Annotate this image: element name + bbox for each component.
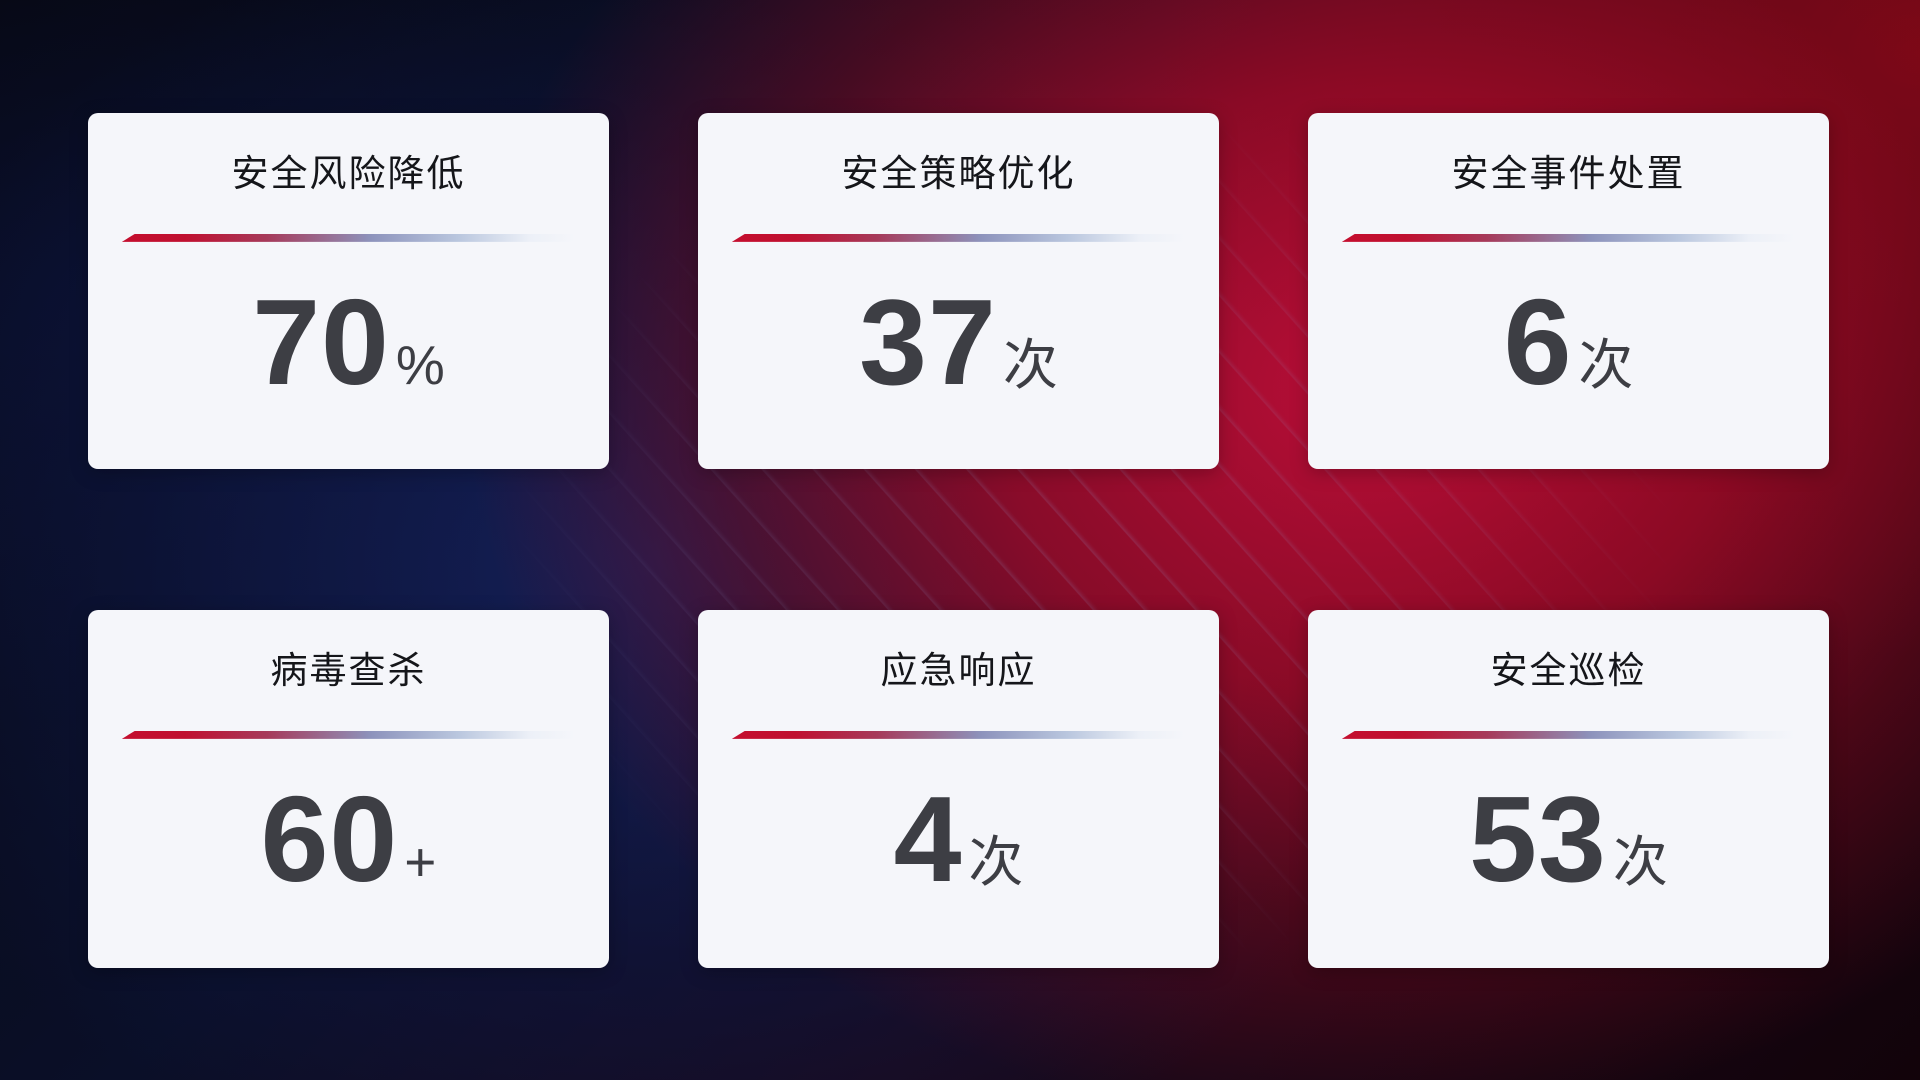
stat-card-policy-optimization: 安全策略优化 37 次 <box>698 113 1219 469</box>
stat-value-row: 6 次 <box>1504 266 1634 419</box>
stat-unit: 次 <box>1612 830 1668 893</box>
stat-title: 应急响应 <box>880 650 1037 691</box>
stat-unit: 次 <box>1002 333 1058 396</box>
stat-card-security-inspection: 安全巡检 53 次 <box>1308 610 1829 968</box>
stat-card-emergency-response: 应急响应 4 次 <box>698 610 1219 968</box>
stat-unit: 次 <box>968 830 1024 893</box>
stat-value: 6 <box>1503 273 1573 410</box>
stat-title: 安全策略优化 <box>841 153 1076 194</box>
gradient-underline <box>1341 233 1796 242</box>
stat-value: 4 <box>893 770 963 907</box>
gradient-underline <box>731 233 1186 242</box>
stat-title: 病毒查杀 <box>270 650 427 691</box>
stat-value-row: 37 次 <box>859 266 1058 419</box>
stat-value-row: 70 % <box>252 266 445 419</box>
stat-title: 安全巡检 <box>1490 650 1647 691</box>
stat-card-virus-scan: 病毒查杀 60 + <box>88 610 609 968</box>
stat-value: 53 <box>1469 770 1607 907</box>
stat-unit: + <box>404 830 437 893</box>
stat-unit: % <box>395 333 445 396</box>
stat-value: 37 <box>859 273 997 410</box>
gradient-underline <box>121 730 576 739</box>
stat-value-row: 60 + <box>261 763 437 916</box>
stat-value-row: 4 次 <box>894 763 1024 916</box>
gradient-underline <box>731 730 1186 739</box>
stat-title: 安全事件处置 <box>1451 153 1686 194</box>
stat-value: 70 <box>252 273 390 410</box>
stat-value: 60 <box>260 770 399 907</box>
gradient-underline <box>121 233 576 242</box>
stat-unit: 次 <box>1578 333 1634 396</box>
stat-title: 安全风险降低 <box>231 153 466 194</box>
gradient-underline <box>1341 730 1796 739</box>
stat-card-security-risk-reduction: 安全风险降低 70 % <box>88 113 609 469</box>
stat-value-row: 53 次 <box>1469 763 1668 916</box>
stat-card-incident-handling: 安全事件处置 6 次 <box>1308 113 1829 469</box>
